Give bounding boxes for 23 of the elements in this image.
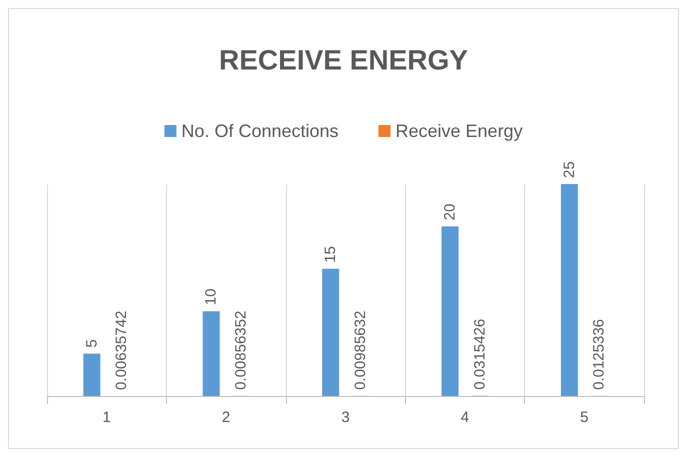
data-label: 0.00635742: [113, 310, 130, 390]
data-label: 0.0315426: [471, 318, 488, 390]
data-label: 15: [322, 246, 340, 263]
bar: [560, 184, 578, 396]
bar: [322, 268, 340, 396]
data-label: 0.00856352: [232, 310, 250, 390]
data-label: 5: [83, 339, 100, 348]
data-label: 0.0125336: [590, 318, 608, 390]
data-label: 20: [442, 204, 459, 220]
data-label: 0.00985632: [352, 310, 369, 390]
legend-label: No. Of Connections: [181, 121, 339, 141]
data-label: 10: [202, 288, 220, 306]
bar: [83, 354, 100, 396]
legend-label: Receive Energy: [396, 121, 523, 141]
x-tick-label: 2: [222, 409, 230, 426]
bar: [202, 311, 220, 396]
x-tick-label: 5: [580, 409, 588, 426]
x-tick-label: 1: [102, 409, 111, 426]
bar: [442, 226, 459, 396]
data-label: 25: [560, 161, 578, 178]
x-tick-label: 3: [341, 409, 350, 426]
chart-title: RECEIVE ENERGY: [219, 44, 468, 76]
x-tick-label: 4: [460, 409, 470, 426]
